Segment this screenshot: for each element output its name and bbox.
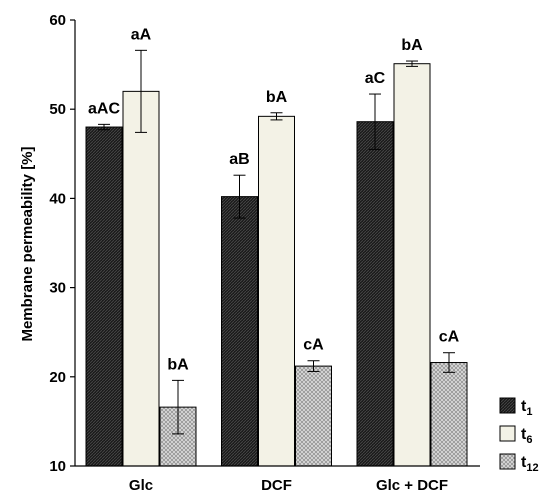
plot-area: aAC aA bA Glc aB bA cA DCF aC bA cA Glc + DCF 10 20 30… — [49, 12, 538, 494]
y-tick-label: 20 — [49, 369, 66, 386]
y-tick-label: 50 — [49, 101, 66, 118]
bar — [221, 196, 258, 467]
y-tick-label: 30 — [49, 280, 66, 297]
bar — [430, 362, 468, 467]
data-label: bA — [167, 356, 189, 373]
bar — [356, 121, 394, 467]
data-label: cA — [303, 337, 324, 354]
data-label: aAC — [88, 100, 120, 117]
bar — [85, 126, 123, 467]
legend-label: t1 — [521, 398, 532, 418]
legend-swatch — [499, 453, 516, 470]
x-tick-label: DCF — [261, 477, 292, 494]
x-tick-label: Glc + DCF — [376, 477, 448, 494]
y-axis-title: Membrane permeability [%] — [19, 146, 36, 341]
data-label: aC — [365, 70, 386, 87]
data-label: cA — [439, 329, 460, 346]
y-tick-label: 40 — [49, 190, 66, 207]
data-label: bA — [401, 37, 423, 54]
bar — [393, 63, 431, 467]
bar — [258, 115, 295, 467]
data-label: aA — [131, 26, 152, 43]
data-label: aB — [229, 151, 249, 168]
bar — [122, 90, 160, 467]
legend-label: t6 — [521, 426, 532, 446]
y-tick-label: 10 — [49, 458, 66, 475]
legend-swatch — [499, 397, 516, 414]
y-tick-label: 60 — [49, 12, 66, 29]
legend-label: t12 — [521, 454, 539, 474]
bar — [295, 365, 332, 467]
data-label: bA — [266, 89, 288, 106]
legend-swatch — [499, 425, 516, 442]
x-tick-label: Glc — [129, 477, 153, 494]
